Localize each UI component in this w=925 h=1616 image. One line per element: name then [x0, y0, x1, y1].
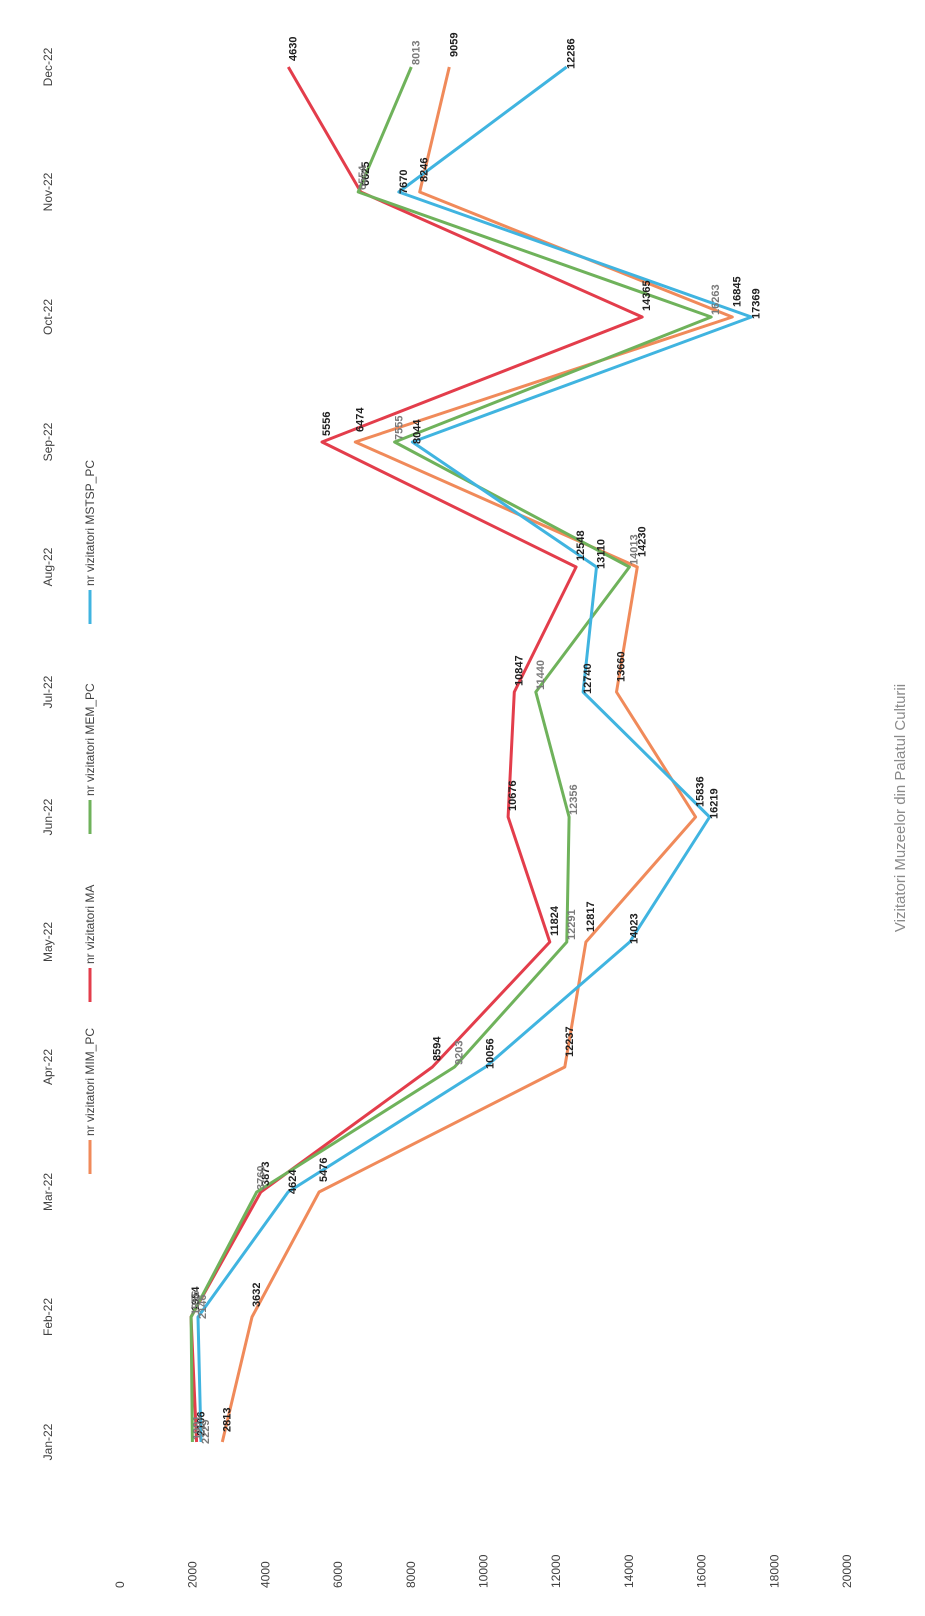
data-label: 6554: [357, 165, 369, 190]
series-line: [220, 66, 734, 1443]
y-tick-label: 10000: [477, 1554, 491, 1588]
data-label: 1956: [190, 1291, 202, 1315]
y-tick-label: 20000: [840, 1554, 854, 1588]
data-label: 8013: [410, 41, 422, 65]
x-tick-label: Feb-22: [41, 1298, 55, 1336]
data-label: 4624: [287, 1169, 299, 1194]
data-label: 14013: [628, 534, 640, 565]
data-label: 5556: [321, 412, 333, 436]
data-label: 12740: [582, 663, 594, 694]
y-tick-label: 2000: [186, 1561, 200, 1588]
data-label: 3760: [256, 1166, 268, 1190]
y-tick-label: 8000: [404, 1561, 418, 1588]
data-label: 7670: [398, 170, 410, 194]
chart-title: Vizitatori Muzeelor din Palatul Culturii: [892, 684, 909, 932]
y-tick-label: 0: [113, 1581, 127, 1588]
data-label: 16845: [731, 276, 743, 307]
x-tick-label: Aug-22: [41, 547, 55, 586]
data-label: 12548: [575, 530, 587, 561]
data-label: 9203: [454, 1041, 466, 1065]
data-label: 10847: [513, 655, 525, 686]
data-label: 15836: [695, 776, 707, 807]
data-label: 12356: [568, 784, 580, 815]
y-tick-label: 16000: [695, 1554, 709, 1588]
x-tick-label: Nov-22: [41, 172, 55, 211]
x-tick-label: Sep-22: [41, 422, 55, 461]
data-label: 13660: [616, 651, 628, 682]
x-tick-label: Apr-22: [41, 1049, 55, 1085]
data-label: 6625: [360, 162, 372, 186]
data-label: 8246: [419, 158, 431, 182]
data-label: 11440: [535, 660, 547, 690]
data-label: 2106: [196, 1412, 208, 1436]
data-label: 12291: [566, 909, 578, 940]
data-label: 2229: [200, 1420, 212, 1444]
data-label: 2146: [197, 1295, 209, 1319]
data-label: 9059: [448, 33, 460, 57]
data-label: 10676: [507, 780, 519, 811]
data-label: 4630: [287, 37, 299, 61]
data-label: 17369: [750, 288, 762, 319]
legend-label: nr vizitatori MEM_PC: [83, 683, 97, 796]
data-label: 8044: [411, 419, 423, 444]
y-axis-ticks: 0 2000 4000 6000 8000 10000 12000 14000 16000 180…: [113, 1554, 854, 1588]
x-tick-label: Oct-22: [41, 299, 55, 335]
series-line: [189, 66, 644, 1443]
y-tick-label: 12000: [549, 1554, 563, 1588]
series-line: [196, 65, 753, 1443]
x-tick-label: Mar-22: [41, 1173, 55, 1211]
data-label: 8594: [431, 1036, 443, 1061]
series-lines: [189, 65, 753, 1443]
data-label: 11824: [549, 905, 561, 936]
data-label: 16219: [709, 788, 721, 819]
legend-label: nr vizitatori MA: [83, 885, 97, 964]
series-line: [189, 66, 713, 1443]
legend-label: nr vizitatori MIM_PC: [83, 1028, 97, 1136]
data-label: 13110: [596, 539, 608, 569]
data-label: 1991: [191, 1416, 203, 1440]
data-label: 3873: [260, 1162, 272, 1186]
data-label: 6474: [354, 407, 366, 432]
data-label: 14230: [636, 526, 648, 557]
y-tick-label: 18000: [767, 1554, 781, 1588]
x-tick-label: Jan-22: [41, 1423, 55, 1460]
data-label: 12817: [585, 901, 597, 932]
y-tick-label: 14000: [622, 1554, 636, 1588]
data-label: 12286: [566, 38, 578, 69]
data-label: 3632: [251, 1283, 263, 1307]
x-tick-label: Jul-22: [41, 675, 55, 708]
x-tick-label: Dec-22: [41, 47, 55, 86]
data-label: 7555: [394, 416, 406, 440]
data-labels: 2813 3632 5476 12237 12817 15836 13660 14230 647…: [190, 33, 762, 1444]
x-axis-ticks: Jan-22 Feb-22 Mar-22 Apr-22 May-22 Jun-22 Jul-…: [41, 47, 55, 1460]
data-label: 14023: [629, 913, 641, 944]
y-tick-label: 4000: [258, 1561, 272, 1588]
x-tick-label: May-22: [41, 922, 55, 962]
x-tick-label: Jun-22: [41, 798, 55, 835]
data-label: 5476: [318, 1158, 330, 1182]
data-label: 16263: [710, 284, 722, 315]
data-label: 14365: [641, 280, 653, 311]
data-label: 10056: [485, 1038, 497, 1069]
data-label: 1954: [190, 1286, 202, 1311]
legend-label: nr vizitatori MSTSP_PC: [83, 460, 97, 586]
legend: nr vizitatori MIM_PC nr vizitatori MA nr v…: [83, 460, 97, 1174]
data-label: 12237: [564, 1026, 576, 1057]
data-label: 2813: [221, 1408, 233, 1432]
y-tick-label: 6000: [331, 1561, 345, 1588]
